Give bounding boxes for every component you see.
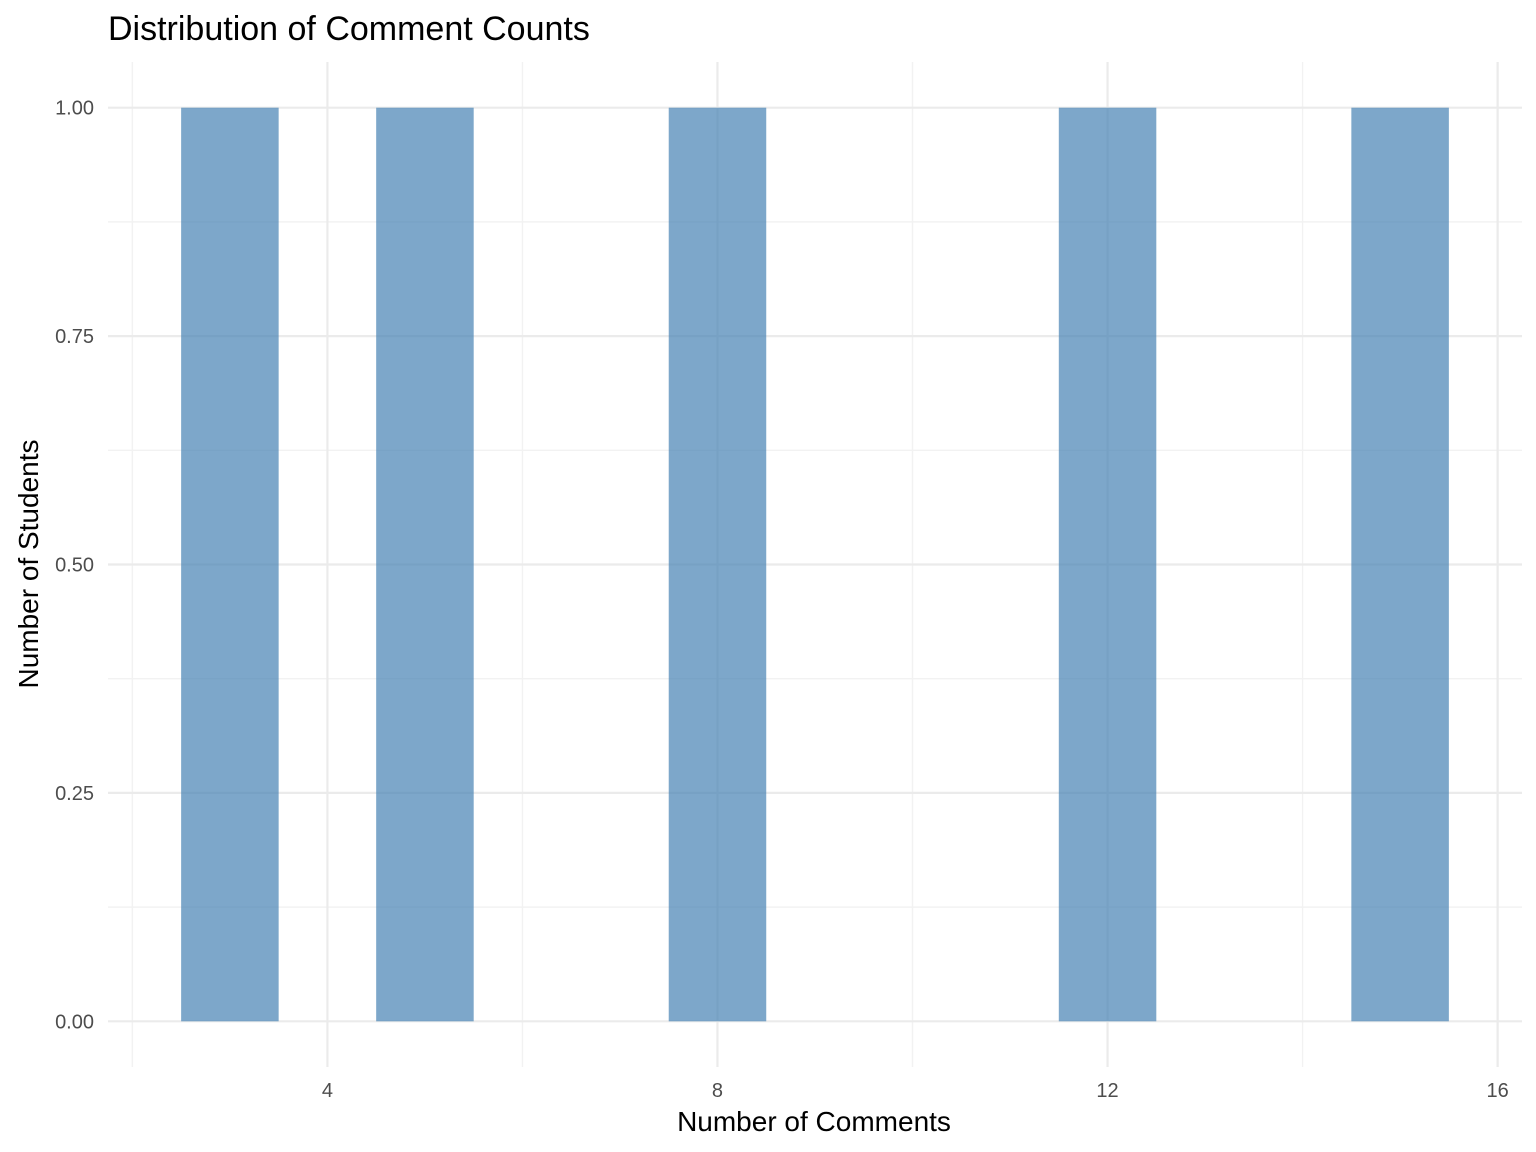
y-tick-label: 0.50 <box>55 555 94 577</box>
chart-title: Distribution of Comment Counts <box>108 10 590 48</box>
x-tick-label: 4 <box>322 1080 333 1102</box>
y-tick-label: 0.00 <box>55 1011 94 1033</box>
y-axis-title: Number of Students <box>13 439 44 688</box>
x-tick-label: 16 <box>1486 1080 1508 1102</box>
histogram-bar <box>668 107 767 1022</box>
y-tick-label: 1.00 <box>55 98 94 120</box>
histogram-bar <box>1058 107 1157 1022</box>
bar-layer <box>181 107 1449 1022</box>
grid-layer <box>108 62 1522 1067</box>
y-tick-label: 0.75 <box>55 326 94 348</box>
histogram-bar <box>376 107 474 1022</box>
x-tick-label: 8 <box>712 1080 723 1102</box>
x-tick-label: 12 <box>1096 1080 1118 1102</box>
tick-label-layer: 0.00 0.25 0.50 0.75 1.00 4 8 12 16 <box>55 98 1509 1102</box>
y-tick-label: 0.25 <box>55 783 94 805</box>
histogram-bar <box>1351 107 1449 1022</box>
histogram-bar <box>181 107 279 1022</box>
x-axis-title: Number of Comments <box>677 1106 951 1137</box>
